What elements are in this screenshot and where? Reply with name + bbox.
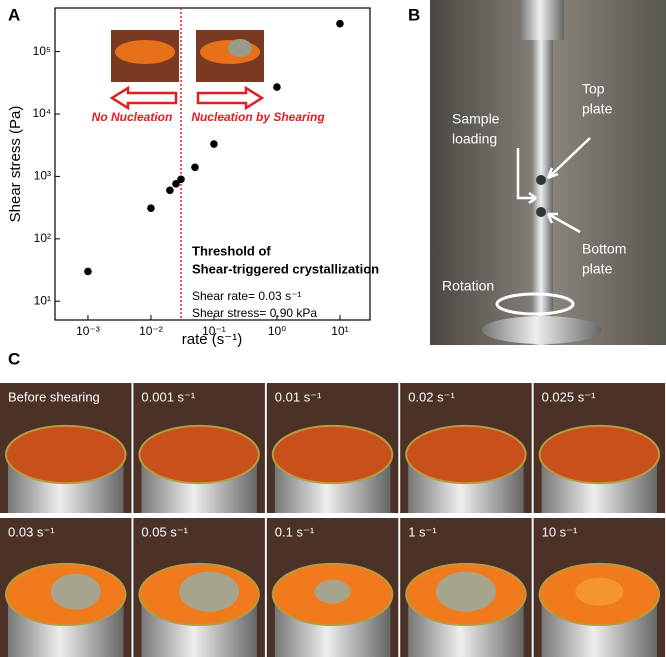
point bbox=[166, 186, 174, 195]
y-tick-label: 10² bbox=[34, 231, 51, 245]
panel-label-b: B bbox=[408, 5, 420, 24]
x-tick-label: 10⁻² bbox=[139, 324, 163, 338]
photo-label: 10 s⁻¹ bbox=[542, 524, 578, 539]
base bbox=[482, 316, 602, 344]
b-arrows bbox=[495, 137, 591, 316]
x-tick-label: 10⁰ bbox=[268, 324, 286, 338]
point bbox=[147, 204, 155, 212]
photo-label: 0.1 s⁻¹ bbox=[275, 524, 315, 539]
label-sample-2: loading bbox=[452, 131, 497, 147]
shaft bbox=[531, 0, 553, 345]
point bbox=[273, 83, 281, 91]
y-tick-label: 10³ bbox=[34, 169, 51, 183]
top-plate bbox=[536, 175, 546, 185]
threshold-note: Shear stress= 0.90 kPa bbox=[192, 306, 317, 320]
photo-label: 1 s⁻¹ bbox=[408, 524, 437, 539]
label-rotation: Rotation bbox=[442, 278, 494, 294]
point bbox=[84, 267, 92, 276]
x-tick-label: 10⁻³ bbox=[76, 324, 100, 338]
label-bottom-1: Bottom bbox=[582, 241, 626, 257]
sample-surface bbox=[271, 424, 394, 485]
point bbox=[336, 19, 344, 28]
thumb-1-surface bbox=[115, 40, 175, 64]
threshold-note: Shear rate= 0.03 s⁻¹ bbox=[192, 289, 301, 303]
thumb-2-crystal bbox=[228, 39, 252, 57]
bottom-plate bbox=[536, 207, 546, 217]
plot-frame bbox=[54, 7, 371, 321]
photo-label: 0.03 s⁻¹ bbox=[8, 524, 55, 539]
sample-surface bbox=[538, 424, 661, 485]
photo-label: Before shearing bbox=[8, 389, 100, 404]
label-bottom-2: plate bbox=[582, 261, 613, 277]
sample-surface bbox=[405, 424, 527, 485]
photo-label: 0.025 s⁻¹ bbox=[542, 389, 597, 404]
point bbox=[191, 163, 199, 172]
x-tick-label: 10¹ bbox=[331, 324, 348, 338]
panel-label-a: A bbox=[8, 5, 20, 24]
photo-label: 0.05 s⁻¹ bbox=[141, 524, 188, 539]
label-sample-1: Sample bbox=[452, 111, 500, 127]
point bbox=[172, 180, 180, 188]
shaft-top bbox=[520, 0, 564, 40]
crystal bbox=[435, 571, 496, 612]
y-tick-label: 10¹ bbox=[34, 293, 51, 307]
crystal bbox=[314, 579, 351, 604]
point bbox=[177, 175, 185, 184]
y-axis-label: Shear stress (Pa) bbox=[7, 106, 24, 223]
nucleation-shearing: Nucleation by Shearing bbox=[191, 110, 325, 124]
photo-label: 0.01 s⁻¹ bbox=[275, 389, 322, 404]
panel-label-c: C bbox=[8, 349, 20, 368]
sample-surface bbox=[138, 424, 260, 485]
y-tick-label: 10⁵ bbox=[33, 44, 51, 58]
panel-c-grid: Before shearing 0.001 s⁻¹ 0.01 s⁻¹ 0.02 s⁻¹… bbox=[0, 383, 666, 657]
x-tick-label: 10⁻¹ bbox=[202, 324, 226, 338]
crystal bbox=[50, 573, 101, 610]
label-top-2: plate bbox=[582, 101, 613, 117]
photo-label: 0.02 s⁻¹ bbox=[408, 389, 455, 404]
y-tick-label: 10⁴ bbox=[32, 106, 51, 120]
chart-a: 10⁻³ 10⁻² 10⁻¹ 10⁰ 10¹ 10¹ 10² 10³ 10⁴ 10⁵ No Nucl… bbox=[32, 7, 379, 338]
threshold-title: Shear-triggered crystallization bbox=[192, 261, 379, 276]
crystal bbox=[179, 571, 240, 612]
hollow-arrows bbox=[109, 85, 265, 111]
label-top-1: Top bbox=[582, 81, 605, 97]
sample-surface bbox=[5, 424, 127, 485]
threshold-title: Threshold of bbox=[192, 243, 271, 258]
photo-label: 0.001 s⁻¹ bbox=[141, 389, 196, 404]
crystal bbox=[575, 577, 624, 606]
point bbox=[210, 140, 218, 148]
no-nucleation: No Nucleation bbox=[92, 110, 173, 124]
x-axis-label: rate (s⁻¹) bbox=[182, 331, 242, 348]
